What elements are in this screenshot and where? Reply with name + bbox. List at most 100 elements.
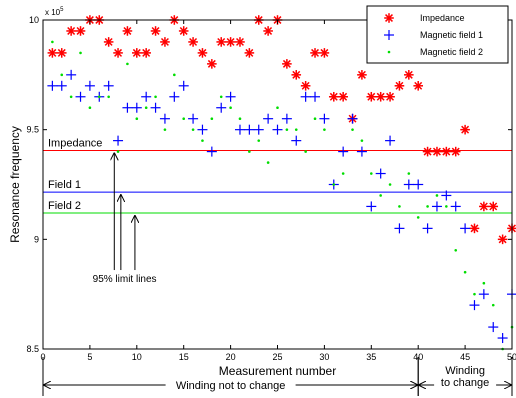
- series-1-point-31: [338, 146, 349, 157]
- series-2-point-26-dot: [294, 128, 298, 131]
- series-1-point-15: [188, 113, 199, 124]
- series-0-point-29: [319, 48, 330, 58]
- series-2-point-18: [219, 95, 223, 99]
- series-0-point-2: [66, 26, 76, 36]
- series-0-point-21: [244, 48, 255, 58]
- series-1-point-10: [141, 91, 152, 102]
- series-2-point-5-dot: [97, 95, 101, 99]
- series-2-point-31-dot: [341, 172, 345, 175]
- series-0-point-18: [216, 37, 227, 47]
- series-2-point-17: [210, 117, 214, 120]
- series-1-point-22: [253, 124, 264, 135]
- series-2-point-20: [238, 117, 242, 120]
- series-2-point-23: [266, 161, 270, 164]
- x-tick-label-1: 5: [87, 352, 92, 362]
- series-2-point-20-dot: [238, 117, 242, 120]
- series-2-point-41-dot: [435, 194, 439, 197]
- series-0-point-11: [150, 26, 161, 36]
- series-2-point-10-dot: [144, 106, 148, 110]
- series-2-point-32-dot: [351, 128, 354, 131]
- series-0-point-48-d2: [498, 235, 507, 244]
- series-1-point-21: [244, 124, 255, 135]
- series-2-point-2-dot: [69, 95, 73, 99]
- series-2-point-25: [285, 128, 289, 131]
- series-0-point-38: [404, 70, 414, 80]
- series-2-point-4-dot: [88, 106, 92, 110]
- series-2-point-0-dot: [51, 40, 54, 44]
- series-0-point-20-d2: [235, 37, 244, 46]
- series-0-point-25-d2: [282, 59, 291, 68]
- series-1-point-33: [356, 146, 367, 157]
- series-0-point-45: [469, 223, 480, 234]
- limit-line-label-2: Field 2: [48, 200, 81, 212]
- series-2-point-18-dot: [219, 95, 223, 99]
- series-2-point-46: [482, 281, 486, 285]
- legend-label-0: Impedance: [420, 13, 465, 23]
- series-0-point-46: [479, 201, 489, 212]
- series-0-point-45-d2: [470, 224, 479, 233]
- series-2-point-38: [407, 172, 411, 175]
- series-2-point-31: [341, 172, 345, 175]
- x-axis-label: Measurement number: [219, 364, 336, 378]
- series-1-point-9: [131, 102, 142, 113]
- series-0-point-28-d2: [311, 48, 320, 57]
- series-1-point-2: [66, 69, 77, 80]
- series-0-point-30: [328, 91, 339, 102]
- series-0-point-42-d2: [442, 147, 451, 156]
- series-0-point-39-d2: [414, 81, 423, 90]
- series-2-point-45: [473, 292, 476, 296]
- legend-marker-1: [384, 30, 394, 40]
- series-0-point-3-d2: [76, 26, 85, 35]
- series-2: [51, 40, 514, 351]
- series-2-point-15: [191, 128, 195, 131]
- series-2-point-13-dot: [173, 73, 176, 77]
- series-2-point-5: [97, 95, 101, 99]
- series-0-point-40: [422, 146, 433, 157]
- series-2-point-7-dot: [116, 150, 120, 153]
- series-0-point-8-d2: [123, 26, 132, 35]
- series-2-point-29-dot: [323, 128, 326, 131]
- plot-frame: [42, 19, 513, 350]
- series-1-point-45: [469, 300, 480, 311]
- series-1-point-13: [169, 91, 180, 102]
- series-2-point-15-dot: [191, 128, 195, 131]
- series-0-point-37: [394, 81, 405, 91]
- series-0-point-9: [132, 48, 142, 58]
- series-0-point-16-d2: [198, 48, 207, 57]
- series-2-point-8: [126, 62, 129, 66]
- series-1-point-17: [206, 146, 217, 157]
- series-0-point-31: [338, 91, 348, 102]
- series-2-point-32: [351, 128, 354, 131]
- series-0-point-23-d2: [264, 26, 273, 35]
- series-0-point-14-d2: [179, 26, 188, 35]
- series-0-point-0: [47, 48, 58, 58]
- series-2-point-35-dot: [379, 194, 382, 197]
- series-1-point-36: [385, 135, 396, 146]
- series-0-point-27-d2: [301, 81, 310, 90]
- series-1-point-6: [103, 80, 114, 91]
- series-0-point-37-d2: [395, 81, 404, 90]
- series-2-point-38-dot: [407, 172, 411, 175]
- series-1-point-35: [375, 168, 386, 179]
- series-2-point-22-dot: [257, 139, 261, 142]
- series-2-point-44: [463, 270, 467, 274]
- series-2-point-19: [229, 106, 232, 110]
- series-1-point-25: [281, 113, 292, 124]
- series-0-point-16: [197, 48, 208, 58]
- series-2-point-3: [79, 51, 82, 55]
- series-1-point-4: [84, 80, 95, 91]
- series-2-point-30-dot: [332, 183, 336, 186]
- limit-line-label-1: Field 1: [48, 179, 81, 191]
- series-2-point-45-dot: [473, 292, 476, 296]
- series-1-point-8: [122, 102, 133, 113]
- series-2-point-27: [304, 150, 307, 153]
- series-0-point-26-d2: [292, 70, 301, 79]
- series-2-point-12-dot: [163, 128, 167, 131]
- series-0-point-26: [291, 70, 302, 80]
- series-2-point-30: [332, 183, 336, 186]
- series-2-point-27-dot: [304, 150, 307, 153]
- series-0-point-47: [488, 201, 499, 212]
- series-1-point-3: [75, 91, 86, 102]
- series-2-point-42: [445, 205, 448, 208]
- series-2-point-42-dot: [445, 205, 448, 208]
